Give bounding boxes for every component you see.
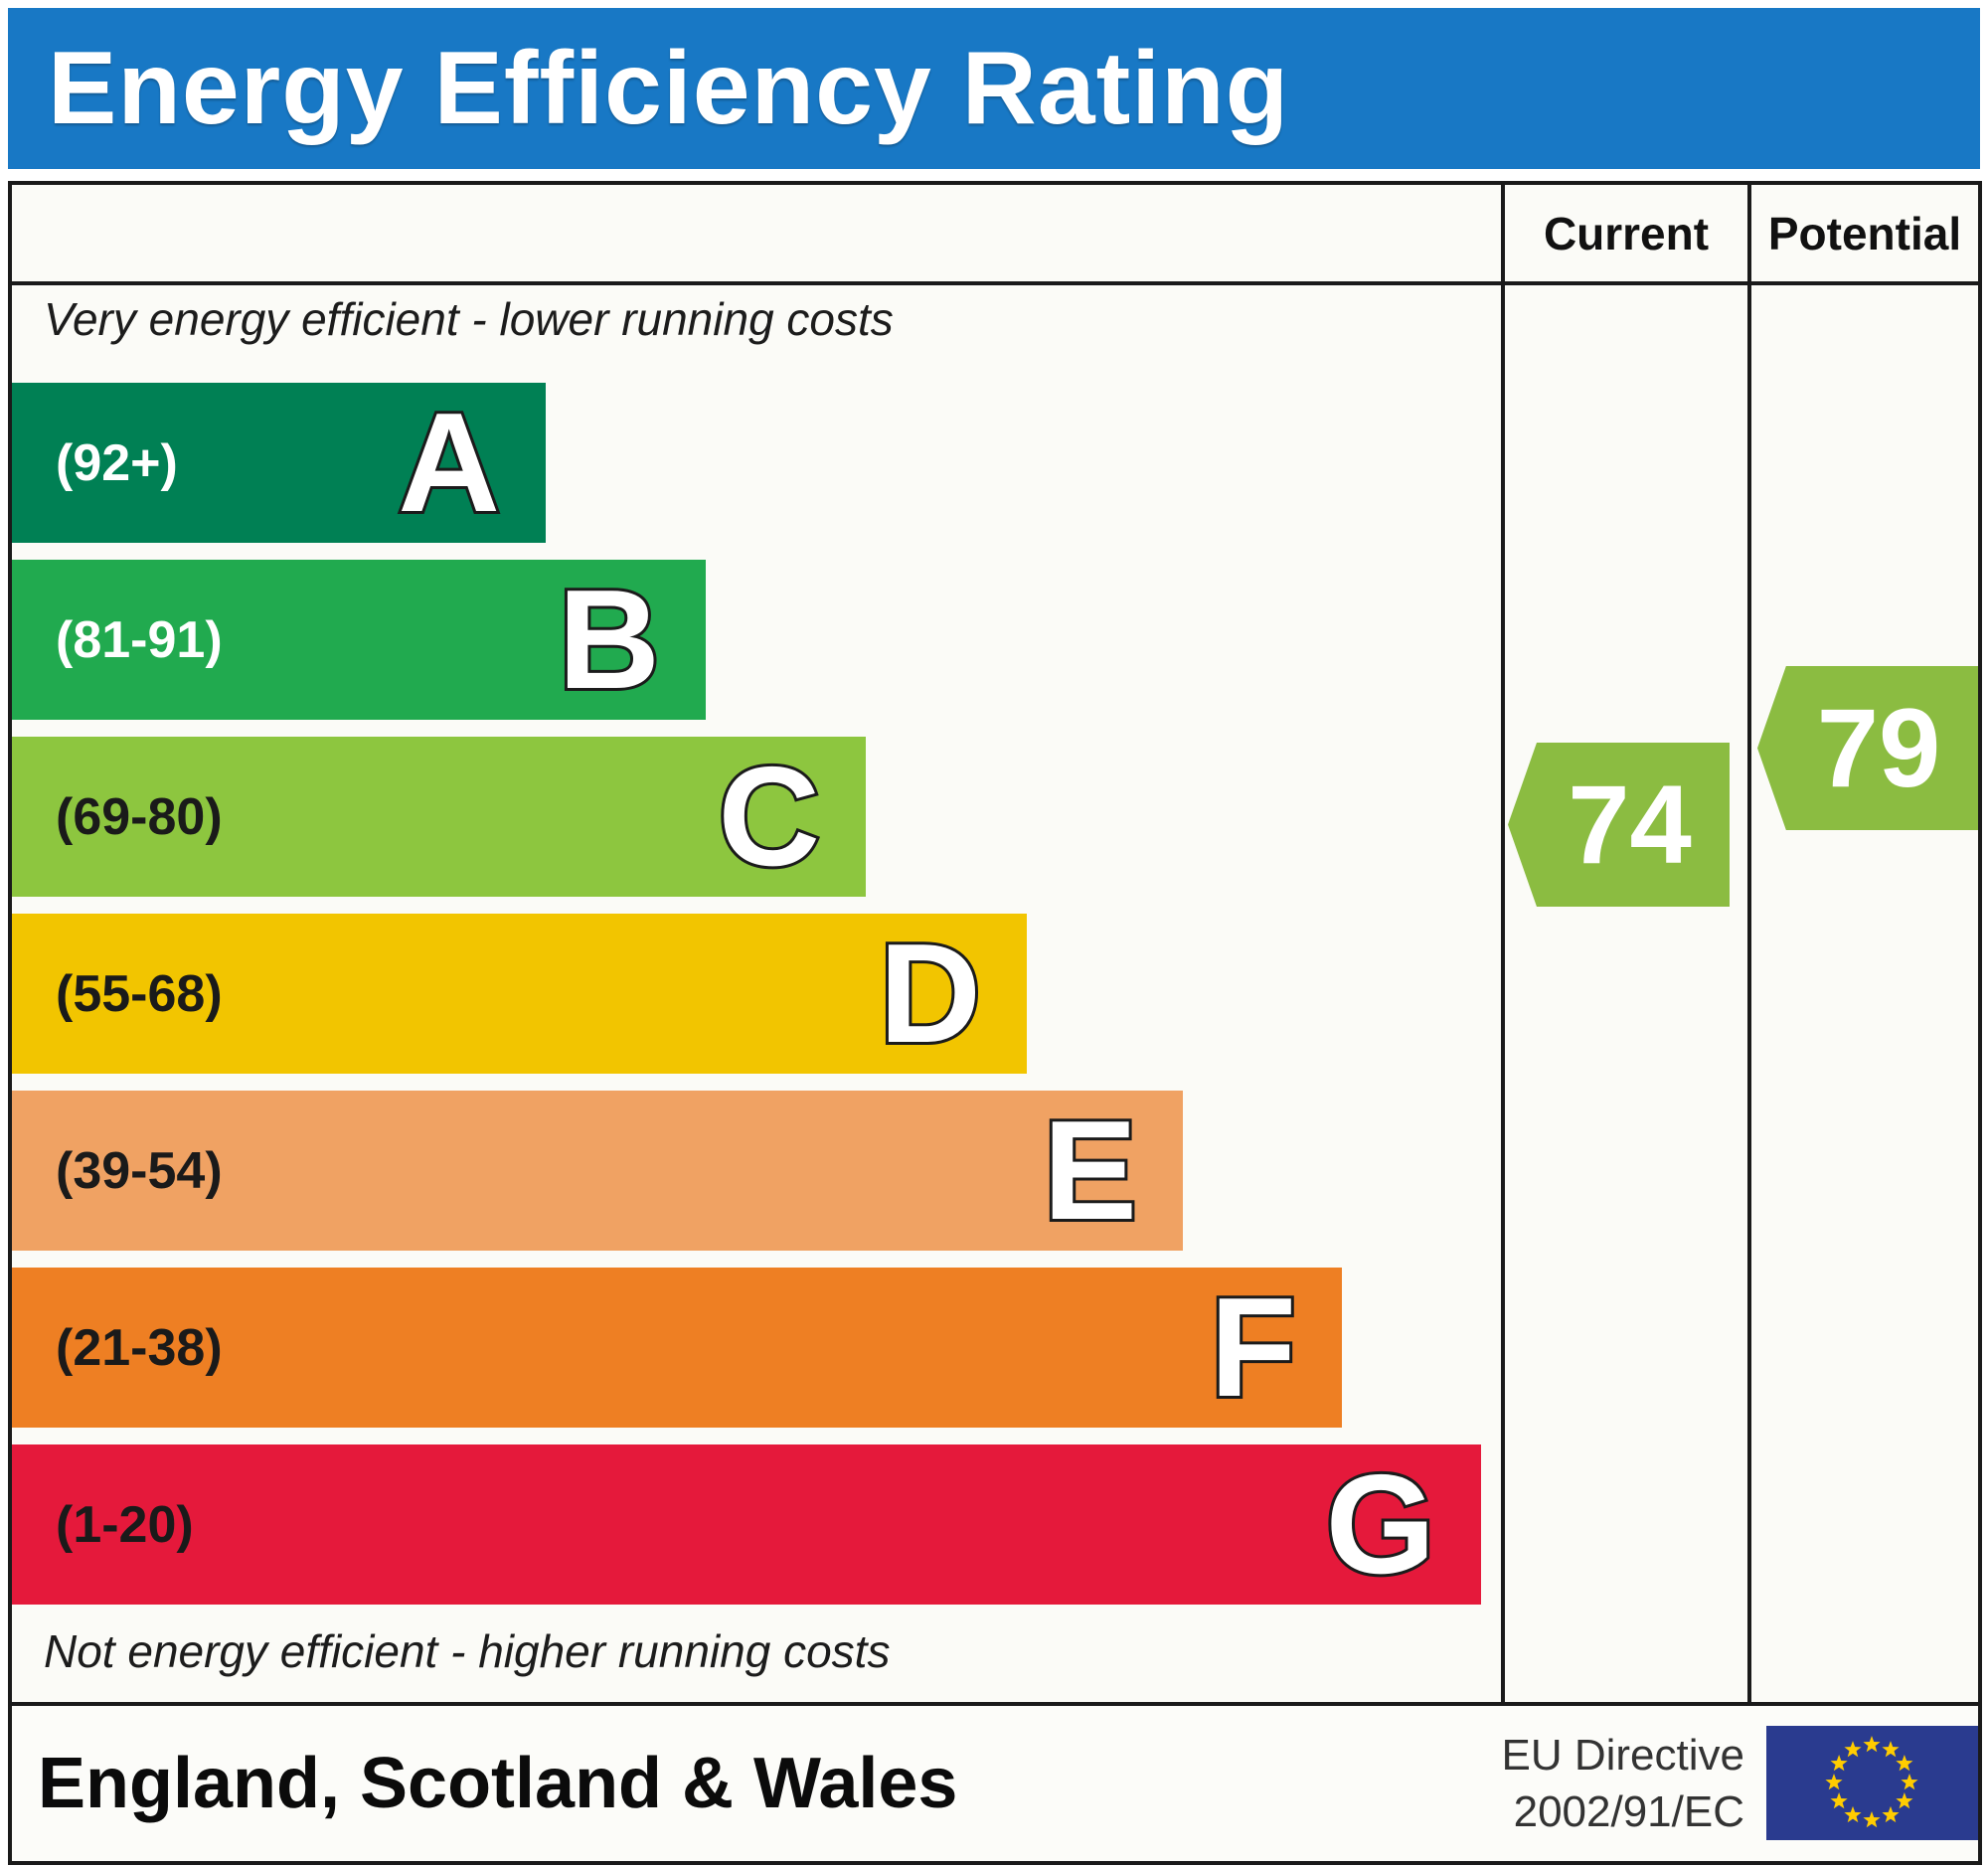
top-note: Very energy efficient - lower running co… (44, 293, 894, 345)
current-rating-badge: 74 (1508, 743, 1730, 907)
band-a-letter: A (395, 383, 503, 542)
band-e-range-label: (39-54) (56, 1141, 223, 1200)
band-b-range-label: (81-91) (56, 610, 223, 669)
band-f-range-label: (21-38) (56, 1318, 223, 1377)
eu-directive-line2: 2002/91/EC (1513, 1787, 1744, 1836)
current-column-divider (1501, 185, 1505, 1702)
band-b-letter: B (555, 560, 663, 719)
potential-column-divider (1747, 185, 1751, 1702)
band-row-c: (69-80) C (12, 737, 866, 897)
potential-rating-value: 79 (1816, 685, 1941, 810)
bottom-note: Not energy efficient - higher running co… (44, 1625, 891, 1677)
eu-directive-line1: EU Directive (1501, 1731, 1745, 1780)
page-title: Energy Efficiency Rating (48, 30, 1290, 146)
band-row-e: (39-54) E (12, 1091, 1183, 1251)
eu-directive-label: EU Directive 2002/91/EC (1502, 1706, 1745, 1861)
band-g-range-label: (1-20) (56, 1495, 194, 1554)
band-row-g: (1-20) G (12, 1444, 1481, 1605)
band-row-b: (81-91) B (12, 560, 706, 720)
band-row-a: (92+) A (12, 383, 546, 543)
header-row-divider (12, 281, 1978, 285)
potential-rating-badge: 79 (1757, 666, 1978, 830)
band-d-letter: D (876, 914, 984, 1073)
current-column-header: Current (1543, 207, 1710, 259)
band-f-letter: F (1207, 1268, 1299, 1427)
band-row-f: (21-38) F (12, 1268, 1342, 1428)
rating-table: Current Potential Very energy efficient … (8, 181, 1982, 1706)
band-c-range-label: (69-80) (56, 787, 223, 846)
band-row-d: (55-68) D (12, 914, 1027, 1074)
band-g-letter: G (1323, 1444, 1438, 1604)
region-label: England, Scotland & Wales (38, 1744, 958, 1823)
band-e-letter: E (1040, 1091, 1140, 1250)
band-a-range-label: (92+) (56, 433, 178, 492)
footer-bar: England, Scotland & Wales EU Directive 2… (8, 1702, 1982, 1865)
potential-column-header: Potential (1767, 207, 1962, 259)
eu-flag-icon (1766, 1726, 1978, 1840)
band-c-letter: C (715, 737, 823, 896)
band-d-range-label: (55-68) (56, 964, 223, 1023)
current-rating-value: 74 (1568, 762, 1692, 887)
title-bar: Energy Efficiency Rating (8, 8, 1980, 169)
